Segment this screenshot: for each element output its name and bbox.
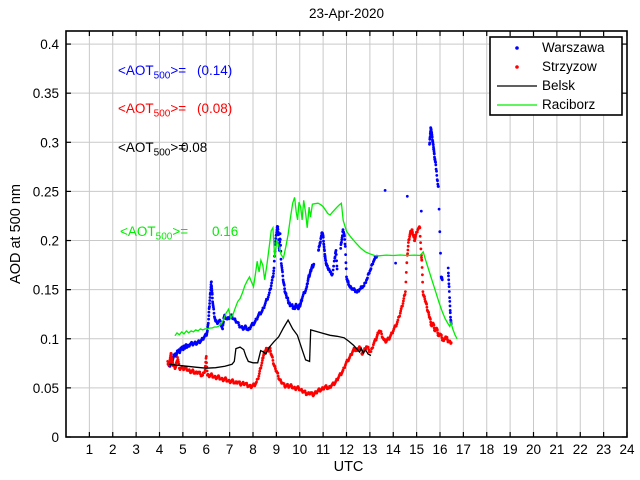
strzyzow-marker-icon xyxy=(515,65,519,69)
x-tick-label: 13 xyxy=(362,442,377,457)
legend-label: Raciborz xyxy=(542,97,596,112)
x-tick-label: 5 xyxy=(179,442,187,457)
x-tick-label: 10 xyxy=(292,442,307,457)
warszawa-mean-value: (0.14) xyxy=(197,63,232,78)
strzyzow-mean-label: <AOT500>= xyxy=(118,101,186,120)
y-tick-label: 0.05 xyxy=(33,381,59,396)
warszawa-mean-label: <AOT500>= xyxy=(118,63,186,82)
series-warszawa xyxy=(167,126,453,368)
x-tick-label: 24 xyxy=(619,442,635,457)
x-axis-label: UTC xyxy=(334,459,364,475)
x-tick-label: 9 xyxy=(273,442,281,457)
y-tick-label: 0.25 xyxy=(33,184,59,199)
x-tick-label: 23 xyxy=(596,442,611,457)
x-tick-label: 11 xyxy=(316,442,330,457)
x-tick-label: 6 xyxy=(202,442,210,457)
legend-entry-belsk: Belsk xyxy=(497,78,575,93)
x-tick-label: 8 xyxy=(249,442,257,457)
x-tick-label: 21 xyxy=(549,442,564,457)
annotation-belsk-mean: <AOT500>=0.08 xyxy=(118,140,207,159)
y-tick-label: 0.3 xyxy=(40,135,59,150)
x-tick-label: 3 xyxy=(132,442,140,457)
x-tick-label: 20 xyxy=(526,442,541,457)
legend-label: Belsk xyxy=(542,78,575,93)
raciborz-line xyxy=(174,197,458,340)
x-tick-label: 18 xyxy=(479,442,494,457)
x-tick-label: 7 xyxy=(226,442,234,457)
belsk-mean-label: <AOT500>= xyxy=(118,140,186,159)
y-tick-label: 0.2 xyxy=(40,234,59,249)
x-tick-label: 22 xyxy=(573,442,588,457)
y-tick-labels: 0 0.05 0.1 0.15 0.2 0.25 0.3 0.35 0.4 xyxy=(33,37,60,445)
annotation-warszawa-mean: <AOT500>= (0.14) xyxy=(118,63,232,82)
annotation-raciborz-mean: <AOT500>= 0.16 xyxy=(120,224,238,243)
strzyzow-mean-value: (0.08) xyxy=(197,101,232,116)
raciborz-mean-value: 0.16 xyxy=(212,224,238,239)
x-tick-label: 17 xyxy=(456,442,471,457)
x-tick-label: 2 xyxy=(109,442,117,457)
legend-box xyxy=(489,36,623,116)
annotation-strzyzow-mean: <AOT500>= (0.08) xyxy=(118,101,232,120)
y-tick-label: 0.15 xyxy=(33,283,59,298)
legend-entry-strzyzow: Strzyzow xyxy=(515,59,597,74)
x-tick-labels: 1 2 3 4 5 6 7 8 9 10 11 12 13 14 15 16 17 18 19 20 21 22 23 24 xyxy=(86,442,635,457)
series-raciborz xyxy=(174,197,458,340)
warszawa-marker-icon xyxy=(515,46,519,50)
legend-label: Warszawa xyxy=(542,40,605,55)
y-tick-label: 0.35 xyxy=(33,86,59,101)
x-tick-label: 12 xyxy=(339,442,354,457)
y-axis-label: AOD at 500 nm xyxy=(8,184,24,284)
x-tick-label: 1 xyxy=(86,442,94,457)
legend: Warszawa Strzyzow Belsk Raciborz xyxy=(489,36,623,116)
x-tick-label: 19 xyxy=(503,442,518,457)
raciborz-mean-label: <AOT500>= xyxy=(120,224,188,243)
chart-title: 23-Apr-2020 xyxy=(309,6,384,21)
belsk-line xyxy=(168,318,372,369)
legend-entry-raciborz: Raciborz xyxy=(497,97,596,112)
y-tick-label: 0.1 xyxy=(40,332,59,347)
y-tick-label: 0 xyxy=(51,430,59,445)
x-tick-label: 4 xyxy=(156,442,164,457)
x-tick-label: 14 xyxy=(386,442,402,457)
legend-entry-warszawa: Warszawa xyxy=(515,40,605,55)
x-tick-label: 16 xyxy=(432,442,447,457)
x-tick-label: 15 xyxy=(409,442,424,457)
belsk-mean-value: 0.08 xyxy=(181,140,207,155)
tick-marks xyxy=(66,31,628,438)
series-belsk xyxy=(168,318,372,369)
legend-label: Strzyzow xyxy=(542,59,597,74)
y-tick-label: 0.4 xyxy=(40,37,59,52)
